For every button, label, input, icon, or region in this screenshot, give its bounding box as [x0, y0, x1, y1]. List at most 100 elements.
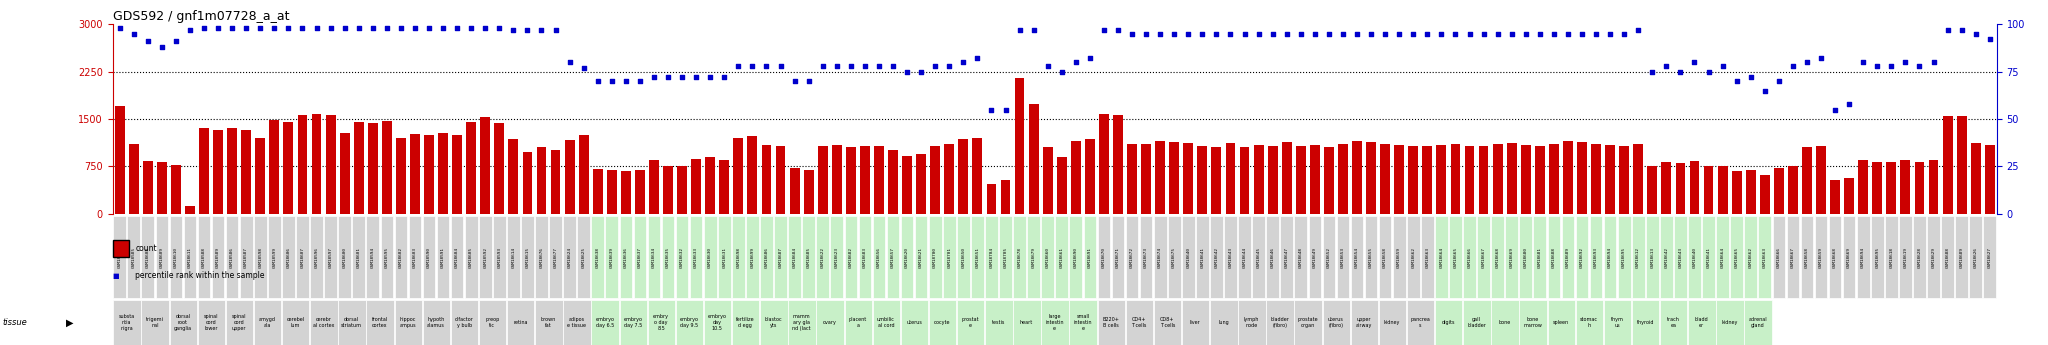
Bar [522, 152, 532, 214]
FancyBboxPatch shape [1884, 216, 1898, 298]
FancyBboxPatch shape [760, 300, 788, 345]
FancyBboxPatch shape [381, 216, 393, 298]
Point [596, 78, 629, 84]
Point [426, 25, 459, 31]
Bar [494, 123, 504, 214]
Point [356, 25, 389, 31]
Bar [1661, 162, 1671, 214]
FancyBboxPatch shape [338, 216, 350, 298]
Text: GSM18587: GSM18587 [244, 247, 248, 267]
Text: GSM18700: GSM18700 [934, 247, 938, 267]
Point [1454, 31, 1487, 36]
Bar [719, 160, 729, 214]
FancyBboxPatch shape [1028, 216, 1040, 298]
Text: GSM18632: GSM18632 [680, 247, 684, 267]
Point [258, 25, 291, 31]
Bar [213, 130, 223, 214]
Bar [762, 145, 772, 214]
Bar [1155, 141, 1165, 214]
FancyBboxPatch shape [788, 300, 815, 345]
FancyBboxPatch shape [1239, 300, 1266, 345]
Bar [1759, 175, 1769, 214]
FancyBboxPatch shape [422, 300, 451, 345]
Point [680, 75, 713, 80]
Text: GSM18664: GSM18664 [1440, 247, 1444, 267]
FancyBboxPatch shape [1673, 216, 1688, 298]
Bar [664, 167, 674, 214]
Point [1059, 59, 1092, 65]
Bar [1366, 142, 1376, 214]
FancyBboxPatch shape [592, 216, 604, 298]
Bar [1337, 144, 1348, 214]
FancyBboxPatch shape [156, 216, 168, 298]
Text: GSM18694: GSM18694 [1862, 247, 1866, 267]
Point [131, 38, 164, 44]
Text: bladd
er: bladd er [1694, 317, 1708, 328]
Text: stomac
h: stomac h [1581, 317, 1597, 328]
Bar [381, 121, 391, 214]
Text: GSM18682: GSM18682 [848, 247, 852, 267]
Point [1538, 31, 1571, 36]
Bar [1085, 139, 1096, 214]
FancyBboxPatch shape [1421, 216, 1434, 298]
Text: GSM18584: GSM18584 [117, 247, 121, 267]
Point [1327, 31, 1360, 36]
Bar [1647, 167, 1657, 214]
Text: GSM18635: GSM18635 [666, 247, 670, 267]
Text: GSM18640: GSM18640 [1186, 247, 1190, 267]
Point [709, 75, 741, 80]
Bar [1831, 180, 1839, 214]
FancyBboxPatch shape [872, 216, 885, 298]
FancyBboxPatch shape [930, 216, 942, 298]
Text: spinal
cord
upper: spinal cord upper [231, 314, 246, 331]
FancyBboxPatch shape [549, 216, 561, 298]
FancyBboxPatch shape [1632, 300, 1659, 345]
Text: large
intestin
e: large intestin e [1044, 314, 1065, 331]
Point [1157, 31, 1190, 36]
FancyBboxPatch shape [1759, 216, 1772, 298]
Point [1776, 63, 1808, 69]
FancyBboxPatch shape [436, 216, 449, 298]
Point [1677, 59, 1710, 65]
Text: bone: bone [1499, 320, 1511, 325]
FancyBboxPatch shape [1352, 216, 1364, 298]
FancyBboxPatch shape [1604, 216, 1616, 298]
FancyBboxPatch shape [141, 216, 154, 298]
FancyBboxPatch shape [999, 216, 1012, 298]
Text: GSM18669: GSM18669 [1509, 247, 1513, 267]
FancyBboxPatch shape [633, 216, 647, 298]
Point [145, 44, 178, 50]
Text: GSM18691: GSM18691 [1087, 247, 1092, 267]
FancyBboxPatch shape [494, 216, 506, 298]
FancyBboxPatch shape [858, 216, 870, 298]
FancyBboxPatch shape [1872, 216, 1884, 298]
Text: ▶: ▶ [66, 318, 74, 327]
FancyBboxPatch shape [901, 300, 928, 345]
FancyBboxPatch shape [1126, 300, 1153, 345]
FancyBboxPatch shape [844, 300, 872, 345]
FancyBboxPatch shape [240, 216, 252, 298]
Text: GSM18647: GSM18647 [1284, 247, 1288, 267]
Text: uterus: uterus [905, 320, 922, 325]
Point [1018, 27, 1051, 32]
Point [1440, 31, 1473, 36]
Text: embry
o day
8.5: embry o day 8.5 [653, 314, 670, 331]
Text: ovary: ovary [823, 320, 838, 325]
Text: trach
ea: trach ea [1667, 317, 1679, 328]
FancyBboxPatch shape [199, 300, 225, 345]
Point [1509, 31, 1542, 36]
Point [666, 75, 698, 80]
Bar [889, 150, 897, 214]
Point [524, 27, 557, 32]
FancyBboxPatch shape [1126, 216, 1139, 298]
Text: GSM18683: GSM18683 [862, 247, 866, 267]
Point [313, 25, 346, 31]
FancyBboxPatch shape [1407, 216, 1419, 298]
Bar [1380, 144, 1391, 214]
Point [174, 27, 207, 32]
Text: GSM18674: GSM18674 [1159, 247, 1161, 267]
Bar [395, 138, 406, 214]
Text: GSM18675: GSM18675 [1171, 247, 1176, 267]
Bar [1311, 145, 1319, 214]
Bar [635, 170, 645, 214]
